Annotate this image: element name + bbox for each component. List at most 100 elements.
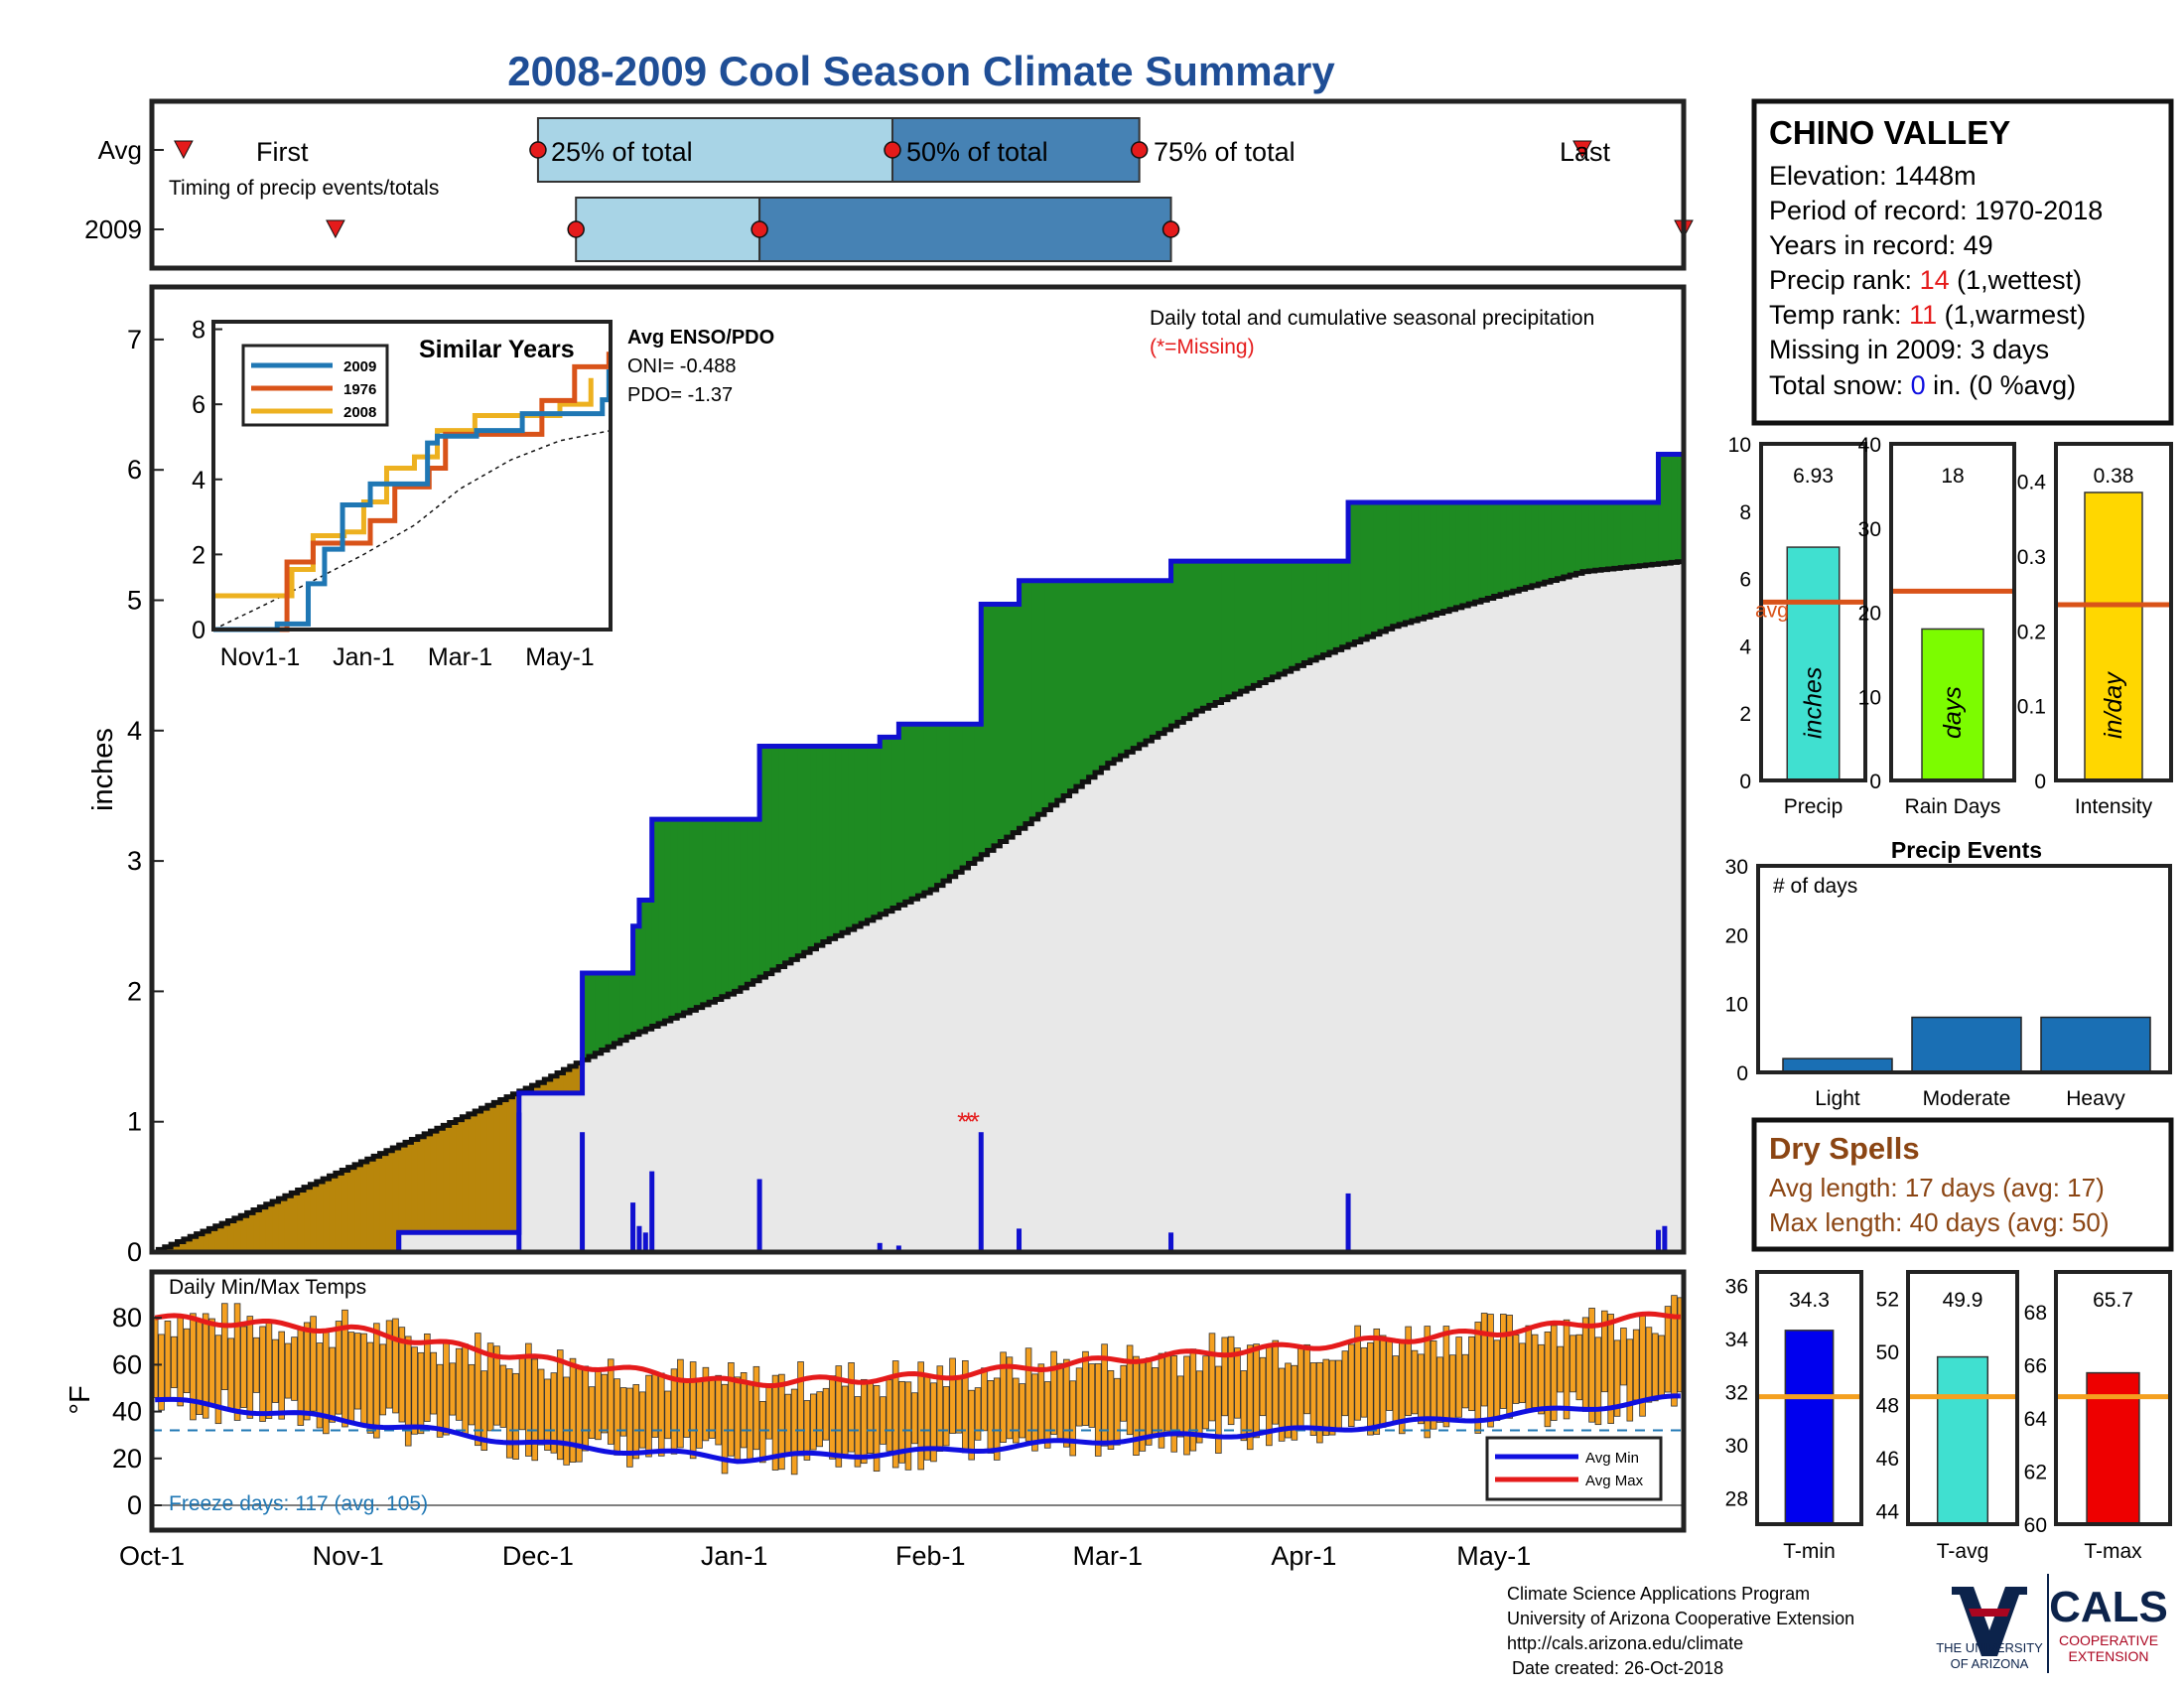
- daily-temp-bar: [632, 1384, 640, 1460]
- above-average-fill: [1474, 502, 1482, 603]
- below-average-fill: [335, 1173, 342, 1252]
- above-average-fill: [1247, 561, 1255, 689]
- avg-max-line: [154, 1311, 1681, 1389]
- daily-temp-bar: [1519, 1342, 1526, 1404]
- above-average-fill: [1379, 502, 1387, 633]
- inset-x-tick-label: Nov1-1: [220, 643, 301, 671]
- above-average-fill: [1525, 502, 1533, 588]
- below-average-fill: [341, 1170, 349, 1252]
- ua-logo: THE UNIVERSITY OF ARIZONA: [1936, 1587, 2043, 1671]
- above-average-fill: [898, 724, 906, 906]
- below-average-fill: [265, 1203, 273, 1252]
- below-average-fill: [493, 1102, 501, 1233]
- precip-y-tick-label: 0: [127, 1237, 142, 1267]
- daily-temp-bar: [531, 1358, 539, 1462]
- daily-temp-bar: [1480, 1313, 1488, 1407]
- above-average-fill: [752, 819, 760, 981]
- cals-coop-1: COOPERATIVE: [2059, 1632, 2158, 1648]
- daily-temp-bar: [721, 1383, 729, 1475]
- above-average-fill: [797, 746, 805, 956]
- daily-temp-bar: [518, 1354, 526, 1431]
- above-average-fill: [987, 604, 995, 851]
- temp-summary-y-tick-label-0: 34: [1725, 1329, 1749, 1351]
- precip-caption: Daily total and cumulative seasonal prec…: [1150, 307, 1594, 330]
- daily-temp-bar: [183, 1328, 191, 1394]
- above-average-fill: [904, 724, 912, 903]
- daily-temp-bar: [822, 1387, 830, 1441]
- cals-coop-2: EXTENSION: [2069, 1648, 2149, 1664]
- events-caption: # of days: [1773, 875, 1857, 898]
- daily-temp-bar: [626, 1387, 633, 1468]
- daily-temp-bar: [1563, 1319, 1570, 1420]
- ua-a-crossbar: [1969, 1609, 2010, 1617]
- daily-temp-bar: [1176, 1375, 1184, 1438]
- daily-temp-bar: [1195, 1370, 1203, 1444]
- above-average-fill: [689, 819, 697, 1011]
- footer-line-2: University of Arizona Cooperative Extens…: [1507, 1609, 1854, 1628]
- daily-temp-bar: [1575, 1334, 1583, 1401]
- daily-temp-bar: [1037, 1363, 1045, 1443]
- daily-temp-bar: [493, 1345, 500, 1426]
- above-average-fill: [1671, 454, 1679, 563]
- y2009-p25-marker: [567, 220, 585, 238]
- below-average-fill: [537, 1082, 545, 1093]
- above-average-fill: [1386, 502, 1394, 630]
- below-average-fill: [221, 1223, 229, 1252]
- daily-temp-bar: [917, 1361, 924, 1471]
- daily-temp-bar: [373, 1323, 380, 1439]
- daily-temp-bar: [1430, 1340, 1437, 1430]
- above-average-fill: [1645, 502, 1653, 566]
- x-tick-label: Nov-1: [313, 1541, 384, 1571]
- daily-temp-bar: [158, 1334, 165, 1411]
- temp-summary-y-tick-label-1: 50: [1876, 1341, 1899, 1364]
- above-average-fill: [911, 724, 919, 900]
- cumulative-2009-line: [152, 349, 1687, 1255]
- summary-frame-0: [1759, 442, 1867, 782]
- daily-temp-bar: [790, 1388, 798, 1476]
- missing-day-marker: *: [957, 1107, 967, 1137]
- precip-y-tick-label: 3: [127, 846, 142, 876]
- daily-temp-bar: [398, 1327, 406, 1423]
- daily-temp-bar: [1499, 1314, 1507, 1409]
- station-frame: [1751, 98, 2174, 426]
- timing-row-avg: Avg: [98, 135, 142, 165]
- daily-temp-bar: [1328, 1359, 1336, 1436]
- above-average-fill: [670, 819, 678, 1019]
- daily-temp-bar: [670, 1368, 678, 1455]
- above-average-fill: [1430, 502, 1437, 616]
- below-average-fill: [424, 1133, 432, 1233]
- legend-2008-label: 2008: [343, 404, 376, 421]
- above-average-fill: [588, 973, 596, 1057]
- daily-temp-bar: [1278, 1367, 1286, 1442]
- daily-temp-bar: [1024, 1347, 1032, 1442]
- y2009-p50-marker: [751, 220, 768, 238]
- below-average-fill: [557, 1072, 565, 1093]
- above-average-fill: [1024, 580, 1032, 824]
- daily-precip-bar: [649, 1171, 655, 1252]
- above-average-fill: [949, 724, 957, 877]
- daily-temp-bar: [1303, 1343, 1310, 1415]
- daily-temp-bar: [1570, 1335, 1576, 1393]
- daily-temp-bar: [1424, 1326, 1432, 1439]
- summary-avg-text: avg: [1755, 599, 1789, 622]
- daily-temp-bar: [987, 1380, 995, 1454]
- below-average-fill: [253, 1209, 260, 1252]
- daily-temp-bar: [683, 1378, 691, 1438]
- summary-unit-1: days: [1939, 686, 1967, 739]
- above-average-fill: [822, 746, 830, 942]
- above-average-fill: [1373, 502, 1381, 634]
- legend-avg-max-label: Avg Max: [1585, 1473, 1644, 1489]
- daily-temp-bar: [1506, 1315, 1513, 1419]
- daily-temp-bar: [486, 1342, 494, 1432]
- station-precip-rank: Precip rank: 14 (1,wettest): [1769, 265, 2082, 295]
- above-average-fill: [1335, 561, 1343, 650]
- inset-frame: [211, 320, 613, 632]
- above-average-fill: [1461, 502, 1469, 606]
- daily-temp-bar: [411, 1346, 418, 1435]
- timing-first-label: First: [256, 137, 309, 167]
- daily-temp-bar: [1671, 1295, 1678, 1407]
- temp-summary-y-tick-label-2: 64: [2024, 1408, 2048, 1431]
- above-average-fill: [696, 819, 704, 1008]
- above-average-fill: [974, 724, 982, 860]
- above-average-fill: [1632, 502, 1640, 567]
